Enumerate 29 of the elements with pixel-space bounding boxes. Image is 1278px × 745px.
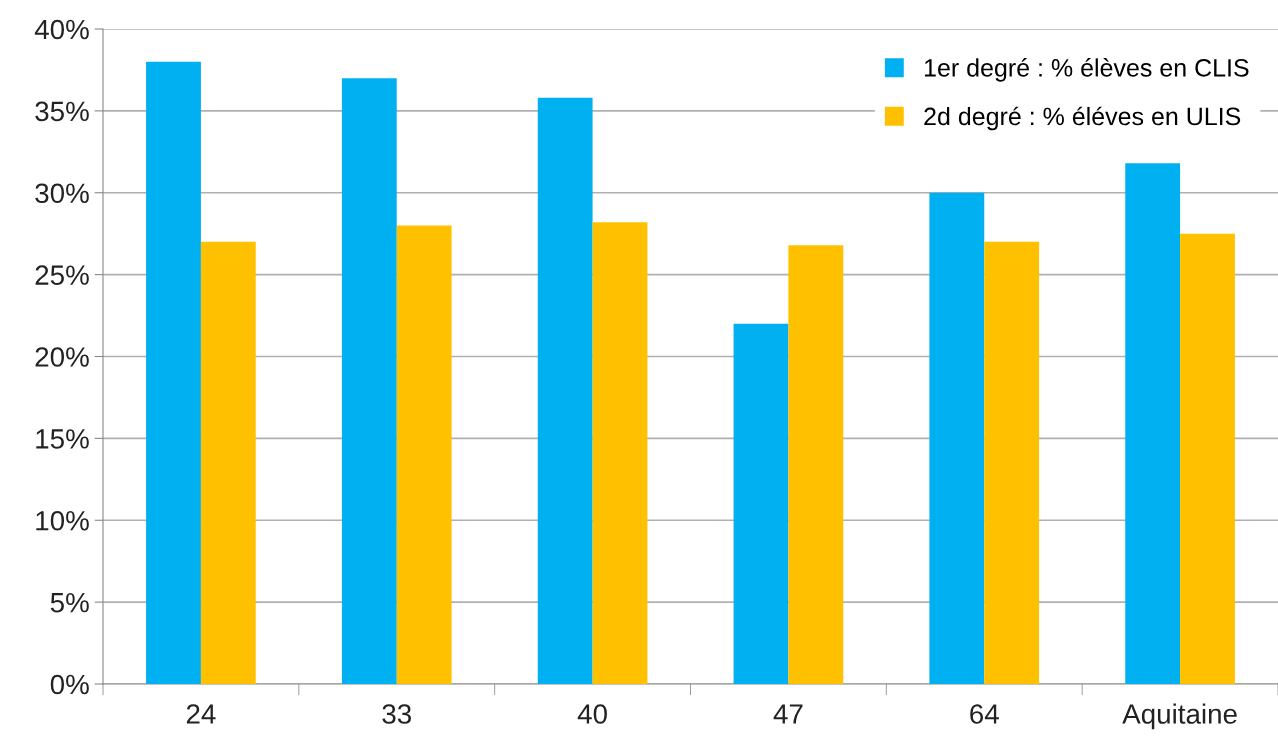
bar bbox=[929, 192, 985, 684]
bar bbox=[1125, 163, 1181, 684]
y-tick-label: 0% bbox=[50, 674, 89, 695]
y-tick-label: 20% bbox=[35, 347, 89, 367]
y-tick-label: 40% bbox=[34, 19, 89, 40]
legend-label: 2d degré : % éléves en ULIS bbox=[924, 106, 1241, 131]
bar bbox=[1180, 233, 1235, 684]
x-tick-label: 24 bbox=[186, 704, 216, 724]
x-tick-label: 40 bbox=[577, 704, 607, 724]
y-tick-label: 5% bbox=[50, 592, 89, 613]
y-tick-label: 15% bbox=[36, 429, 89, 449]
y-tick-label: 35% bbox=[35, 101, 89, 122]
bar bbox=[788, 245, 844, 684]
x-tick-label: 47 bbox=[773, 704, 803, 724]
bar bbox=[146, 61, 201, 684]
bar bbox=[200, 241, 256, 684]
y-tick-label: 25% bbox=[35, 265, 89, 285]
x-tick-label: 33 bbox=[382, 704, 411, 724]
bar bbox=[537, 97, 593, 684]
bar bbox=[733, 323, 789, 684]
legend-label: 1er degré : % élèves en CLIS bbox=[924, 58, 1249, 82]
y-tick-label: 30% bbox=[35, 183, 89, 204]
x-tick-label: Aquitaine bbox=[1122, 703, 1237, 730]
bar bbox=[592, 222, 648, 684]
bar bbox=[984, 241, 1040, 684]
y-tick-label: 10% bbox=[36, 510, 89, 531]
x-tick-label: 64 bbox=[970, 704, 999, 724]
bar bbox=[341, 78, 397, 684]
bar bbox=[396, 225, 452, 684]
